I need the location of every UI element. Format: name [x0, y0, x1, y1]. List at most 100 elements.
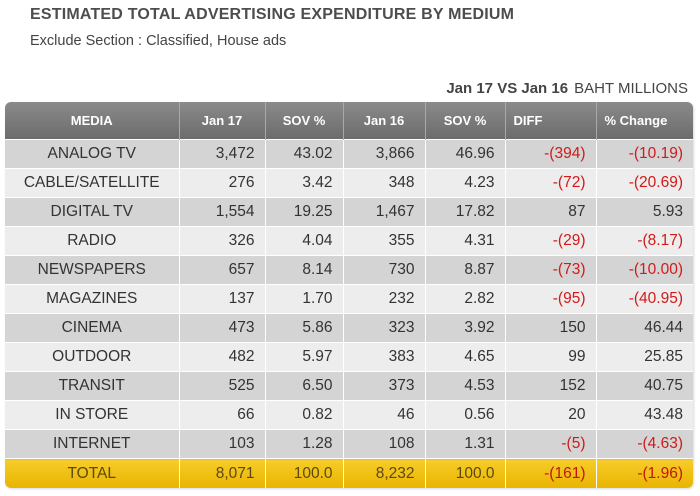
cell-jan16: 323: [343, 313, 426, 343]
cell-sov-jan17: 6.50: [265, 371, 344, 401]
table-row: RADIO 326 4.04 355 4.31 -(29) -(8.17): [5, 226, 693, 256]
cell-media: TOTAL: [5, 458, 180, 488]
cell-pct-change: -(10.00): [596, 255, 693, 285]
cell-jan16: 373: [343, 371, 426, 401]
cell-media: IN STORE: [5, 400, 180, 430]
cell-sov-jan16: 4.31: [425, 226, 506, 256]
cell-sov-jan16: 46.96: [425, 139, 506, 169]
cell-sov-jan16: 8.87: [425, 255, 506, 285]
cell-jan17: 66: [179, 400, 266, 430]
cell-media: DIGITAL TV: [5, 197, 180, 227]
cell-pct-change: -(4.63): [596, 429, 693, 459]
cell-sov-jan17: 0.82: [265, 400, 344, 430]
header-jan17: Jan 17: [179, 102, 266, 140]
table-body: ANALOG TV 3,472 43.02 3,866 46.96 -(394) -(10.…: [5, 139, 693, 488]
cell-sov-jan16: 4.23: [425, 168, 506, 198]
cell-media: NEWSPAPERS: [5, 255, 180, 285]
chart-title: ESTIMATED TOTAL ADVERTISING EXPENDITURE …: [30, 6, 515, 23]
cell-diff: -(394): [505, 139, 597, 169]
cell-pct-change: -(8.17): [596, 226, 693, 256]
cell-sov-jan16: 2.82: [425, 284, 506, 314]
cell-media: OUTDOOR: [5, 342, 180, 372]
cell-pct-change: 46.44: [596, 313, 693, 343]
cell-jan17: 473: [179, 313, 266, 343]
cell-media: TRANSIT: [5, 371, 180, 401]
cell-diff: 150: [505, 313, 597, 343]
cell-sov-jan17: 19.25: [265, 197, 344, 227]
cell-jan16: 8,232: [343, 458, 426, 488]
header-pct-change: % Change: [596, 102, 693, 140]
cell-media: RADIO: [5, 226, 180, 256]
table-row: IN STORE 66 0.82 46 0.56 20 43.48: [5, 400, 693, 430]
cell-jan17: 8,071: [179, 458, 266, 488]
cell-diff: 152: [505, 371, 597, 401]
cell-jan17: 103: [179, 429, 266, 459]
cell-jan16: 355: [343, 226, 426, 256]
cell-jan17: 276: [179, 168, 266, 198]
table-row: NEWSPAPERS 657 8.14 730 8.87 -(73) -(10.00): [5, 255, 693, 285]
cell-diff: 20: [505, 400, 597, 430]
cell-media: ANALOG TV: [5, 139, 180, 169]
cell-jan16: 730: [343, 255, 426, 285]
cell-media: CABLE/SATELLITE: [5, 168, 180, 198]
table-row: MAGAZINES 137 1.70 232 2.82 -(95) -(40.95): [5, 284, 693, 314]
comparison-label: Jan 17 VS Jan 16: [446, 80, 569, 97]
cell-pct-change: -(20.69): [596, 168, 693, 198]
expenditure-table: MEDIA Jan 17 SOV % Jan 16 SOV % DIFF% Change …: [5, 102, 693, 488]
cell-sov-jan16: 4.53: [425, 371, 506, 401]
cell-diff: -(72): [505, 168, 597, 198]
table-row: TRANSIT 525 6.50 373 4.53 152 40.75: [5, 371, 693, 401]
cell-sov-jan16: 0.56: [425, 400, 506, 430]
cell-sov-jan17: 1.28: [265, 429, 344, 459]
cell-jan17: 657: [179, 255, 266, 285]
table-row: OUTDOOR 482 5.97 383 4.65 99 25.85: [5, 342, 693, 372]
cell-pct-change: -(1.96): [596, 458, 693, 488]
cell-jan17: 525: [179, 371, 266, 401]
cell-pct-change: -(10.19): [596, 139, 693, 169]
table-row: INTERNET 103 1.28 108 1.31 -(5) -(4.63): [5, 429, 693, 459]
table-row: CINEMA 473 5.86 323 3.92 150 46.44: [5, 313, 693, 343]
cell-jan16: 46: [343, 400, 426, 430]
chart-subtitle: Exclude Section : Classified, House ads: [30, 33, 287, 49]
cell-sov-jan17: 100.0: [265, 458, 344, 488]
cell-sov-jan16: 100.0: [425, 458, 506, 488]
cell-sov-jan17: 5.97: [265, 342, 344, 372]
table-row: ANALOG TV 3,472 43.02 3,866 46.96 -(394) -(10.…: [5, 139, 693, 169]
cell-pct-change: -(40.95): [596, 284, 693, 314]
cell-sov-jan17: 43.02: [265, 139, 344, 169]
cell-pct-change: 43.48: [596, 400, 693, 430]
total-row: TOTAL 8,071 100.0 8,232 100.0 -(161) -(1.96): [5, 458, 693, 488]
cell-diff: -(73): [505, 255, 597, 285]
cell-pct-change: 5.93: [596, 197, 693, 227]
cell-jan16: 1,467: [343, 197, 426, 227]
cell-jan17: 326: [179, 226, 266, 256]
cell-jan17: 137: [179, 284, 266, 314]
header-sov-jan16: SOV %: [425, 102, 506, 140]
cell-sov-jan16: 4.65: [425, 342, 506, 372]
cell-sov-jan17: 1.70: [265, 284, 344, 314]
cell-diff: -(5): [505, 429, 597, 459]
header-jan16: Jan 16: [343, 102, 426, 140]
cell-diff: 87: [505, 197, 597, 227]
cell-sov-jan17: 4.04: [265, 226, 344, 256]
table-row: DIGITAL TV 1,554 19.25 1,467 17.82 87 5.93: [5, 197, 693, 227]
cell-sov-jan17: 5.86: [265, 313, 344, 343]
cell-jan16: 232: [343, 284, 426, 314]
cell-pct-change: 25.85: [596, 342, 693, 372]
header-row: MEDIA Jan 17 SOV % Jan 16 SOV % DIFF% Change: [5, 102, 693, 140]
cell-media: MAGAZINES: [5, 284, 180, 314]
cell-jan17: 482: [179, 342, 266, 372]
header-diff: DIFF: [505, 102, 597, 140]
cell-media: CINEMA: [5, 313, 180, 343]
cell-jan16: 3,866: [343, 139, 426, 169]
cell-jan16: 108: [343, 429, 426, 459]
cell-diff: 99: [505, 342, 597, 372]
cell-jan17: 1,554: [179, 197, 266, 227]
cell-jan16: 348: [343, 168, 426, 198]
cell-diff: -(95): [505, 284, 597, 314]
cell-sov-jan17: 3.42: [265, 168, 344, 198]
cell-diff: -(29): [505, 226, 597, 256]
cell-jan17: 3,472: [179, 139, 266, 169]
units-label: BAHT MILLIONS: [574, 80, 688, 97]
cell-sov-jan16: 17.82: [425, 197, 506, 227]
